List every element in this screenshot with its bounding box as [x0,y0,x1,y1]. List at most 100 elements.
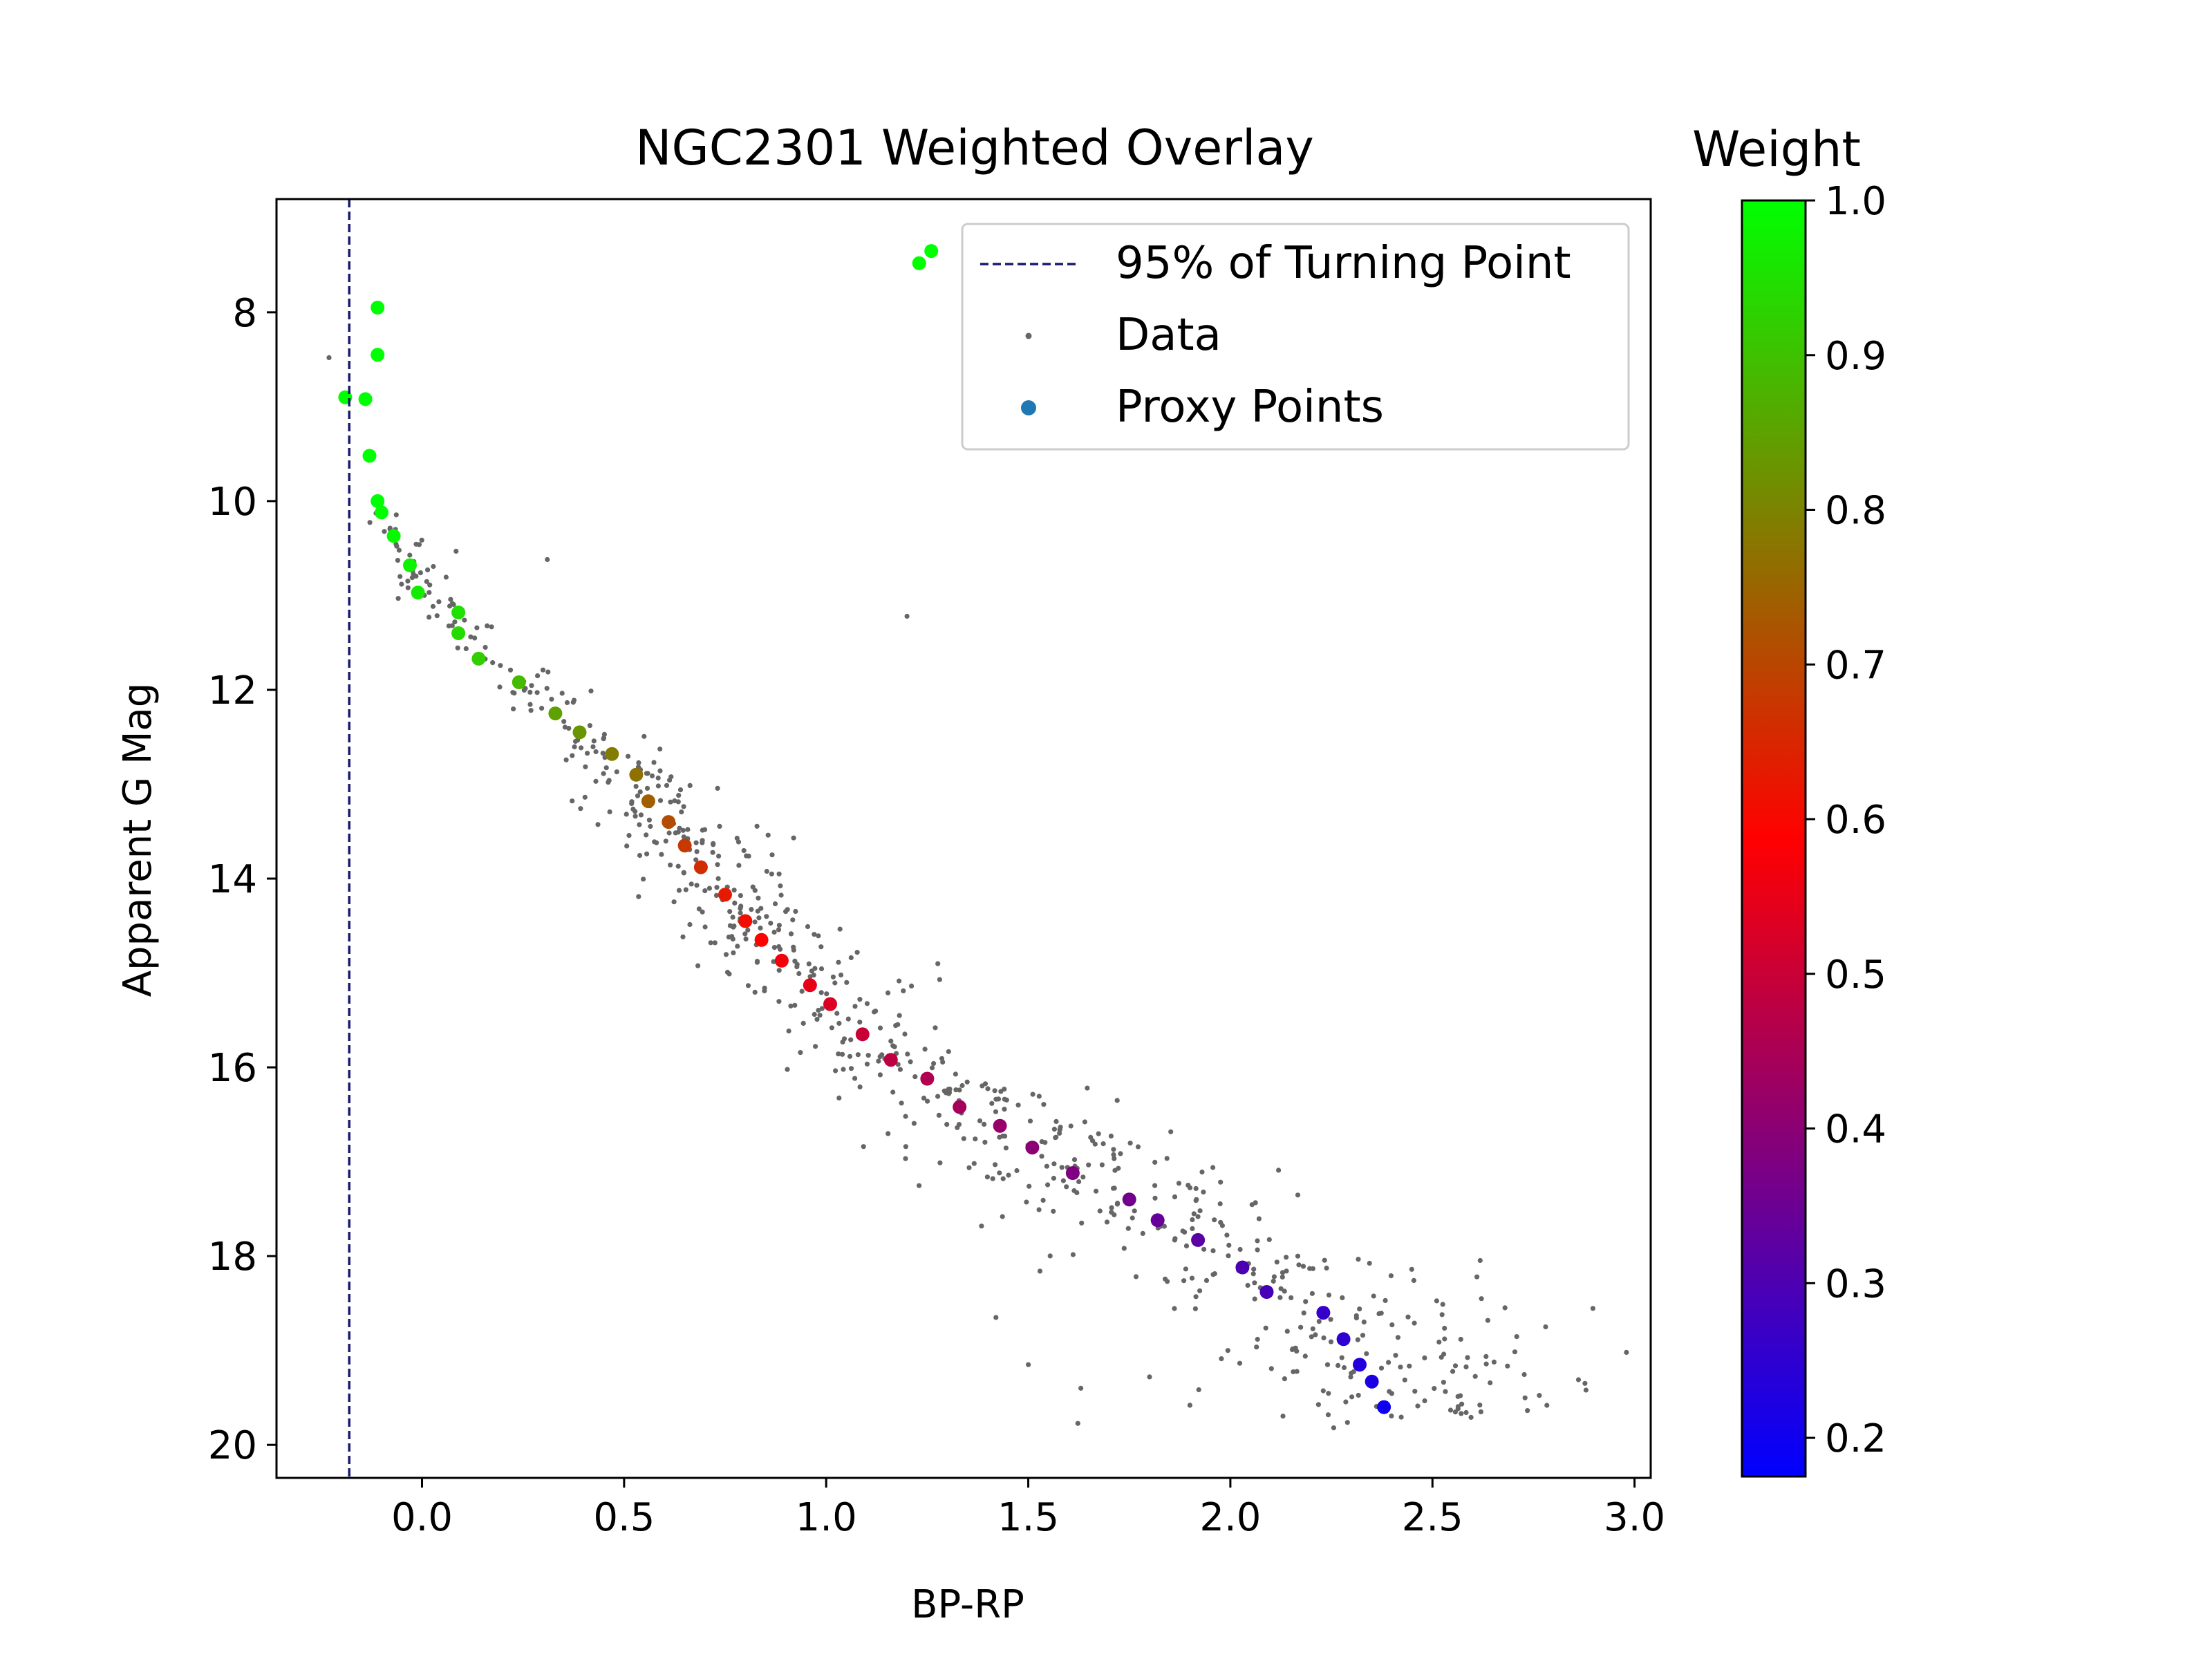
data-point [993,1315,999,1320]
data-point [838,972,844,978]
data-point [1027,1183,1032,1189]
data-point [1313,1332,1318,1338]
data-point [676,888,682,893]
y-tick-label: 16 [208,1046,257,1091]
data-point [959,1082,965,1089]
data-point [1309,1334,1314,1340]
data-point [848,1066,854,1071]
data-point [1251,1266,1257,1272]
data-point [1310,1266,1315,1271]
data-point [655,775,661,781]
data-point [937,1160,943,1165]
data-point [841,1067,846,1072]
data-point [527,689,533,695]
data-point [1349,1394,1355,1400]
data-point [397,574,403,579]
data-point [812,966,818,971]
data-point [1434,1298,1439,1304]
data-point [1094,1188,1099,1194]
data-point [663,838,668,844]
data-point [1090,1138,1096,1143]
data-point [816,1007,821,1013]
data-point [424,579,429,584]
data-point [788,931,794,937]
proxy-point [362,449,377,463]
data-point [885,990,891,995]
data-point [1320,1388,1326,1394]
colorbar-tick-label: 0.5 [1825,953,1886,997]
data-point [925,1098,930,1104]
proxy-point [823,997,837,1011]
x-tick-label: 3.0 [1604,1495,1665,1540]
data-point [395,558,401,563]
data-point [736,863,742,868]
data-point [1176,1181,1182,1186]
data-point [563,757,569,762]
data-point [413,573,419,579]
data-point [1316,1319,1322,1324]
proxy-point [677,838,692,853]
data-point [1442,1336,1447,1342]
data-point [799,988,805,994]
data-point [407,552,413,558]
data-point [771,959,776,964]
data-point [1189,1275,1195,1281]
proxy-point [920,1071,935,1086]
data-point [1086,1162,1091,1168]
data-point [1378,1365,1385,1371]
data-point [434,613,440,619]
proxy-point [1377,1400,1391,1414]
proxy-point [641,794,655,809]
data-point [607,809,612,815]
data-point [769,871,774,877]
data-point [824,991,830,997]
data-point [857,1084,863,1089]
proxy-point [371,494,385,508]
data-point [540,667,546,673]
data-point [776,944,782,950]
data-point [693,840,699,845]
data-point [769,852,775,858]
data-point [529,683,534,688]
data-point [885,1131,891,1136]
data-point [474,625,480,630]
data-point [1324,1265,1329,1271]
proxy-point [1259,1285,1274,1299]
data-point [1183,1243,1190,1248]
data-point [1543,1324,1548,1330]
data-point [694,883,700,888]
data-point [776,871,782,877]
data-point [1436,1339,1442,1345]
data-point [953,1087,959,1093]
data-point [1226,1253,1231,1259]
data-point [1041,1102,1047,1107]
data-point [939,1056,945,1061]
data-point [946,1089,953,1095]
data-point [1047,1253,1053,1259]
data-point [587,723,593,729]
data-point [993,1109,999,1114]
data-point [1522,1395,1528,1400]
data-point [1274,1259,1280,1265]
data-point [818,944,824,950]
data-point [637,822,642,827]
data-point [646,817,653,823]
data-point [595,822,601,827]
data-point [606,780,611,785]
data-point [549,696,554,702]
data-point [953,1071,958,1077]
data-point [630,806,636,812]
data-point [1191,1211,1197,1217]
proxy-point [718,888,732,902]
data-point [1452,1363,1459,1369]
data-point [731,888,737,893]
data-point [1027,1118,1033,1124]
proxy-point [358,392,373,406]
data-point [786,1028,791,1034]
data-point [1210,1248,1216,1253]
data-point [864,1001,870,1006]
data-point [1440,1302,1445,1307]
x-tick-label: 2.0 [1199,1495,1261,1540]
data-point [1439,1312,1445,1318]
data-point [1152,1183,1158,1188]
